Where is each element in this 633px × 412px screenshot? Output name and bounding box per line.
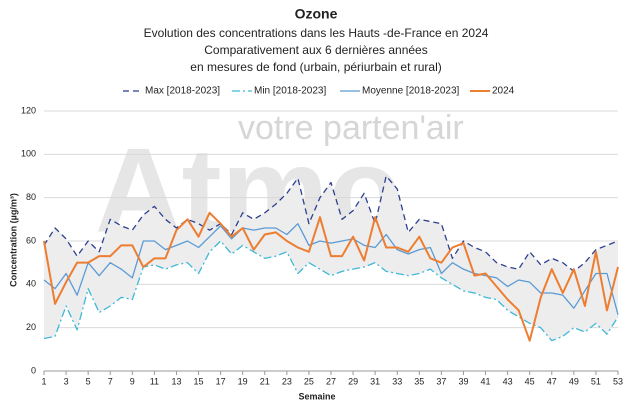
subtitle: en mesures de fond (urbain, périurbain e… bbox=[190, 60, 441, 74]
x-tick-label: 53 bbox=[613, 376, 623, 386]
legend-label: 2024 bbox=[492, 86, 515, 97]
x-tick-label: 25 bbox=[304, 376, 314, 386]
x-tick-label: 5 bbox=[86, 376, 91, 386]
x-tick-label: 47 bbox=[547, 376, 557, 386]
x-tick-label: 37 bbox=[436, 376, 446, 386]
x-tick-label: 1 bbox=[41, 376, 46, 386]
watermark: votre parten'air bbox=[238, 109, 464, 147]
legend-label: Max [2018-2023] bbox=[145, 86, 220, 97]
x-tick-label: 13 bbox=[171, 376, 181, 386]
subtitle: Evolution des concentrations dans les Ha… bbox=[144, 26, 489, 40]
x-tick-label: 9 bbox=[130, 376, 135, 386]
x-tick-label: 33 bbox=[392, 376, 402, 386]
x-tick-label: 21 bbox=[260, 376, 270, 386]
y-tick-label: 60 bbox=[26, 235, 36, 245]
y-tick-label: 80 bbox=[26, 192, 36, 202]
series-line bbox=[43, 240, 619, 342]
x-tick-label: 41 bbox=[481, 376, 491, 386]
legend-label: Moyenne [2018-2023] bbox=[362, 86, 460, 97]
x-tick-label: 31 bbox=[370, 376, 380, 386]
x-tick-label: 35 bbox=[414, 376, 424, 386]
y-axis-label: Concentration (µg/m³) bbox=[8, 193, 18, 287]
x-tick-label: 43 bbox=[503, 376, 513, 386]
y-tick-label: 40 bbox=[26, 279, 36, 289]
x-tick-label: 15 bbox=[194, 376, 204, 386]
x-tick-label: 27 bbox=[326, 376, 336, 386]
chart-title: Ozone bbox=[295, 6, 338, 22]
x-tick-label: 45 bbox=[525, 376, 535, 386]
x-tick-label: 3 bbox=[64, 376, 69, 386]
subtitle: Comparativement aux 6 dernières années bbox=[204, 43, 427, 57]
legend-label: Min [2018-2023] bbox=[254, 86, 326, 97]
series-line bbox=[43, 223, 619, 315]
x-tick-label: 23 bbox=[282, 376, 292, 386]
x-tick-label: 17 bbox=[216, 376, 226, 386]
y-tick-label: 100 bbox=[21, 149, 36, 159]
x-tick-label: 19 bbox=[238, 376, 248, 386]
x-axis-label: Semaine bbox=[298, 391, 335, 401]
y-tick-label: 20 bbox=[26, 322, 36, 332]
series-line bbox=[43, 175, 619, 272]
x-tick-label: 49 bbox=[569, 376, 579, 386]
x-tick-label: 51 bbox=[591, 376, 601, 386]
x-tick-label: 39 bbox=[458, 376, 468, 386]
series-line bbox=[43, 211, 619, 342]
x-tick-label: 11 bbox=[150, 376, 159, 386]
range-band bbox=[44, 176, 618, 341]
x-tick-label: 29 bbox=[348, 376, 358, 386]
y-tick-label: 120 bbox=[21, 105, 36, 115]
x-tick-label: 7 bbox=[108, 376, 113, 386]
y-tick-label: 0 bbox=[31, 365, 36, 375]
